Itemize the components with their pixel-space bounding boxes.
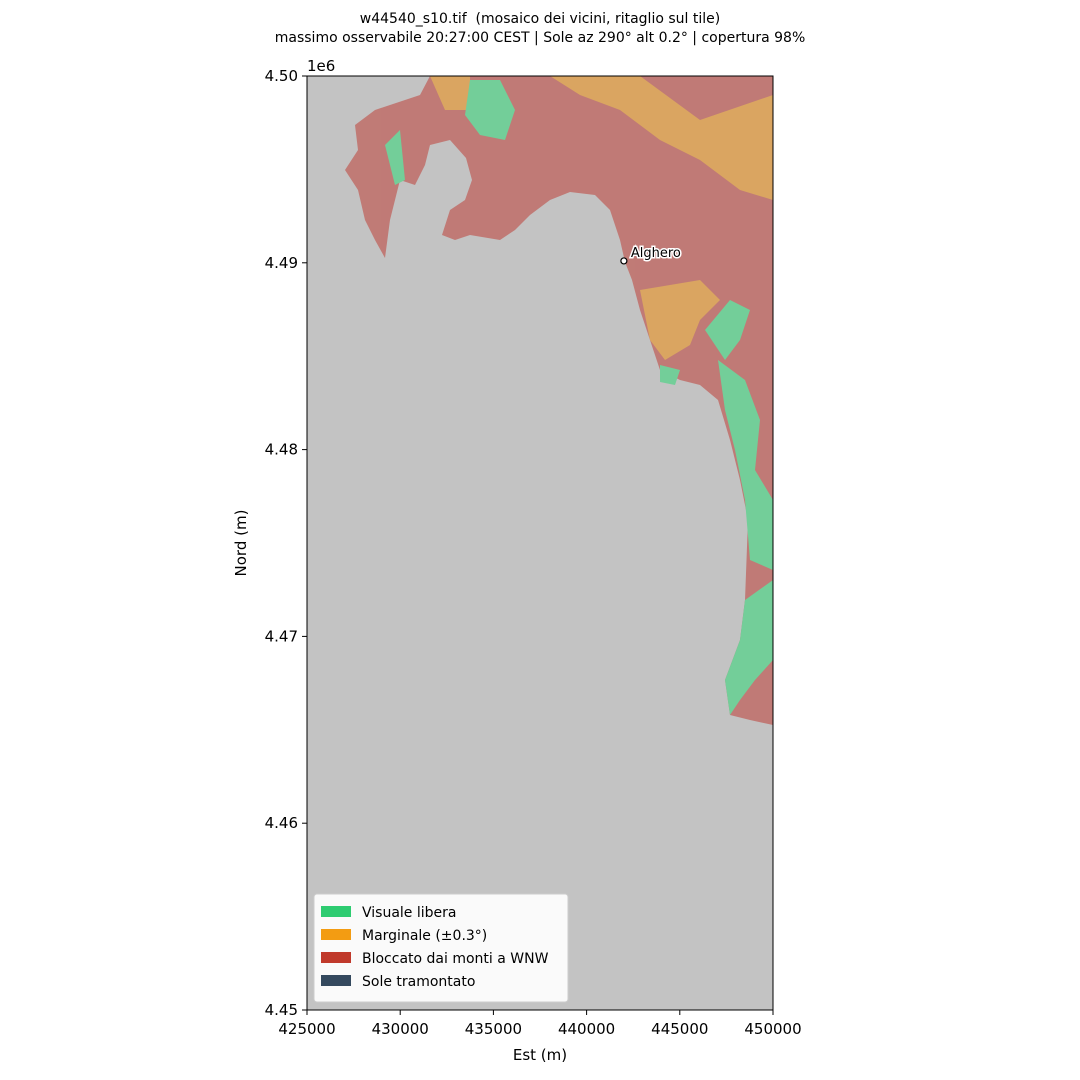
x-axis-label: Est (m) xyxy=(513,1046,567,1064)
place-marker xyxy=(620,257,628,265)
y-tick-label: 4.46 xyxy=(265,814,298,832)
x-tick-label: 430000 xyxy=(372,1020,429,1038)
land-marginal xyxy=(640,280,720,360)
land-marginal xyxy=(550,76,773,200)
x-tick-label: 425000 xyxy=(278,1020,335,1038)
land-clear xyxy=(718,360,773,570)
land-marginal xyxy=(430,76,470,110)
land-clear xyxy=(385,130,405,185)
chart-title: w44540_s10.tif (mosaico dei vicini, rita… xyxy=(360,11,720,27)
land-clear xyxy=(705,300,750,360)
legend-label: Sole tramontato xyxy=(362,974,475,990)
land-clear xyxy=(465,80,515,140)
x-tick-label: 450000 xyxy=(744,1020,801,1038)
land xyxy=(345,76,773,725)
y-tick-label: 4.47 xyxy=(265,627,298,645)
y-tick-label: 4.48 xyxy=(265,441,298,459)
y-axis-label: Nord (m) xyxy=(232,510,250,577)
land-blocked xyxy=(345,76,773,725)
y-tick-label: 4.49 xyxy=(265,254,298,272)
legend: Visuale libera Marginale (±0.3°) Bloccato … xyxy=(313,893,569,1003)
legend-label: Marginale (±0.3°) xyxy=(362,928,487,944)
legend-swatch xyxy=(321,952,351,963)
legend-label: Bloccato dai monti a WNW xyxy=(362,951,549,967)
x-tick-label: 435000 xyxy=(465,1020,522,1038)
x-tick-label: 445000 xyxy=(651,1020,708,1038)
axes-frame xyxy=(306,75,774,1011)
legend-label: Visuale libera xyxy=(362,905,456,921)
legend-swatch xyxy=(321,906,351,917)
legend-box xyxy=(313,893,569,1003)
y-offset-label: 1e6 xyxy=(307,57,335,75)
legend-swatch xyxy=(321,929,351,940)
legend-swatch xyxy=(321,975,351,986)
land-clear xyxy=(660,365,680,385)
place-label: Alghero xyxy=(631,246,681,261)
y-tick-label: 4.45 xyxy=(265,1001,298,1019)
x-tick-label: 440000 xyxy=(558,1020,615,1038)
y-tick-label: 4.50 xyxy=(265,67,298,85)
land-clear xyxy=(725,580,773,715)
chart-subtitle: massimo osservabile 20:27:00 CEST | Sole… xyxy=(275,30,806,46)
